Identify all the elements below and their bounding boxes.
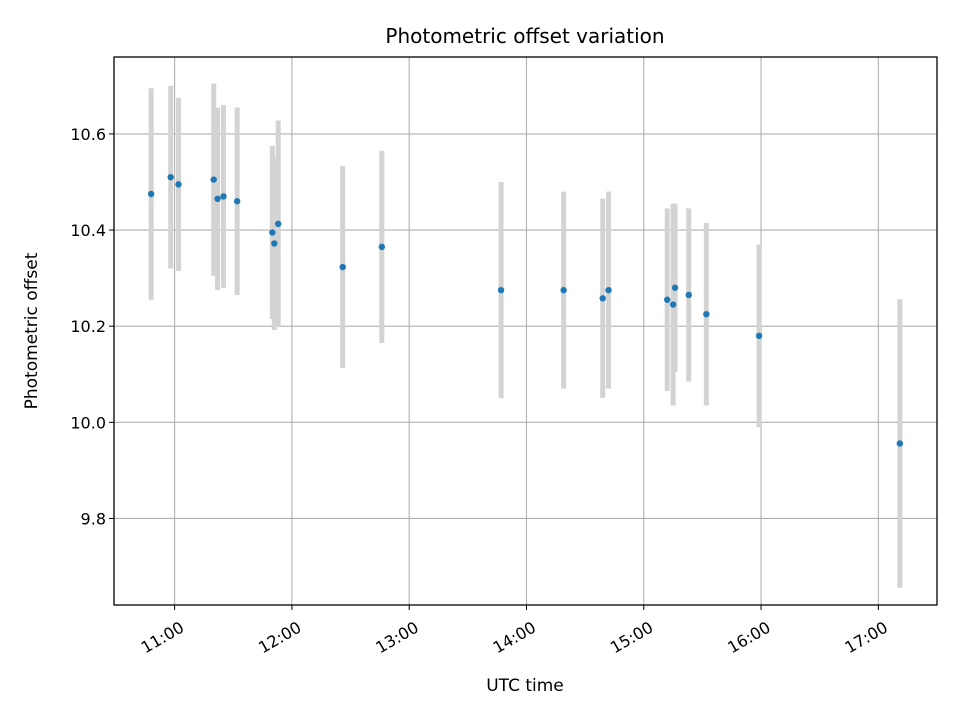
data-point (896, 440, 904, 447)
data-point (664, 296, 671, 303)
y-axis-title: Photometric offset (22, 252, 42, 409)
data-point (269, 229, 276, 236)
data-point (147, 190, 155, 198)
data-point (378, 243, 386, 251)
data-point (271, 240, 278, 247)
data-point (605, 286, 612, 294)
x-axis-title: UTC time (486, 676, 564, 696)
data-point (497, 286, 505, 294)
y-tick-label: 9.8 (81, 509, 106, 528)
data-points (147, 173, 904, 447)
y-tick-label: 10.6 (70, 125, 106, 144)
chart-title: Photometric offset variation (385, 24, 664, 48)
y-axis: 9.8 10.0 10.2 10.4 10.6 (70, 125, 114, 528)
data-point (210, 176, 217, 183)
data-point (175, 181, 182, 188)
data-point (233, 198, 241, 205)
data-point (671, 284, 679, 291)
data-point (669, 301, 677, 308)
data-point (339, 263, 346, 271)
data-point (167, 173, 174, 181)
data-point (703, 310, 710, 318)
data-point (220, 193, 227, 200)
plot-frame (113, 56, 938, 606)
y-tick-label: 10.4 (70, 221, 106, 240)
data-point (214, 195, 221, 203)
data-point (560, 286, 567, 294)
data-point (755, 332, 763, 340)
data-point (599, 295, 606, 302)
y-tick-label: 10.0 (70, 413, 106, 432)
data-point (685, 291, 692, 299)
data-point (275, 220, 282, 228)
y-tick-label: 10.2 (70, 317, 106, 336)
